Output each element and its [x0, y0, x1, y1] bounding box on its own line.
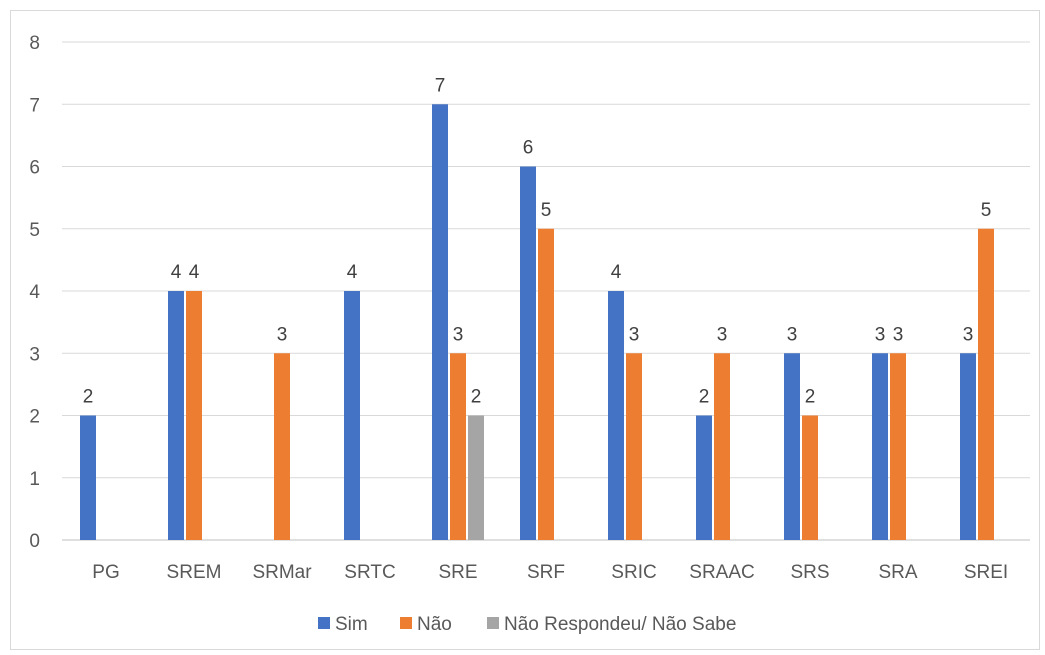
bar-SRMar-2	[274, 353, 290, 540]
bar-SREI-1	[960, 353, 976, 540]
x-axis-ticks: PG SREM SRMar SRTC SRE SRF SRIC SRAAC SRS SRA SREI	[92, 562, 1008, 583]
legend-label: Não Respondeu/ Não Sabe	[504, 614, 736, 635]
data-label: 2	[83, 387, 94, 408]
y-tick-label: 2	[29, 407, 40, 428]
bar-SREM-2	[186, 291, 202, 540]
bar-SRE-1	[432, 104, 448, 540]
x-tick-label: SRMar	[252, 562, 312, 583]
y-axis-ticks: 0 1 2 3 4 5 6 7 8	[29, 33, 40, 552]
data-label: 2	[471, 387, 482, 408]
data-label: 3	[277, 324, 288, 345]
legend-label: Sim	[335, 614, 368, 635]
data-label: 4	[171, 262, 182, 283]
bar-SREM-1	[168, 291, 184, 540]
data-label: 4	[189, 262, 200, 283]
legend-label: Não	[417, 614, 452, 635]
x-tick-label: SRE	[438, 562, 477, 583]
data-label: 3	[629, 324, 640, 345]
data-label: 3	[453, 324, 464, 345]
y-tick-label: 6	[29, 158, 40, 179]
data-label: 5	[541, 200, 552, 221]
data-label: 3	[787, 324, 798, 345]
bar-SRS-2	[802, 415, 818, 540]
y-tick-label: 0	[29, 531, 40, 552]
x-tick-label: PG	[92, 562, 119, 583]
bar-SRAAC-1	[696, 415, 712, 540]
x-tick-label: SRAAC	[689, 562, 754, 583]
bar-SRAAC-2	[714, 353, 730, 540]
bar-SRF-1	[520, 166, 536, 540]
y-tick-label: 5	[29, 220, 40, 241]
x-tick-label: SREI	[964, 562, 1008, 583]
bar-SRA-2	[890, 353, 906, 540]
legend-swatch-1	[318, 617, 330, 629]
data-label: 6	[523, 138, 534, 159]
bar-PG-1	[80, 415, 96, 540]
legend: Sim Não Não Respondeu/ Não Sabe	[318, 614, 736, 635]
bar-SRTC-1	[344, 291, 360, 540]
bar-SREI-2	[978, 228, 994, 540]
bar-SRA-1	[872, 353, 888, 540]
data-label: 3	[875, 324, 886, 345]
bar-SRE-3	[468, 415, 484, 540]
data-label: 4	[347, 262, 358, 283]
data-label: 3	[717, 324, 728, 345]
y-tick-label: 4	[29, 282, 40, 303]
data-label: 7	[435, 75, 446, 96]
data-label: 3	[893, 324, 904, 345]
bar-SRIC-1	[608, 291, 624, 540]
x-tick-label: SREM	[167, 562, 222, 583]
y-tick-label: 8	[29, 33, 40, 54]
y-tick-label: 1	[29, 469, 40, 490]
legend-swatch-3	[487, 617, 499, 629]
bar-SRE-2	[450, 353, 466, 540]
y-tick-label: 3	[29, 344, 40, 365]
x-tick-label: SRA	[878, 562, 917, 583]
bar-SRF-2	[538, 228, 554, 540]
x-tick-label: SRS	[790, 562, 829, 583]
x-tick-label: SRIC	[611, 562, 656, 583]
data-label: 3	[963, 324, 974, 345]
legend-swatch-2	[400, 617, 412, 629]
data-label: 2	[699, 387, 710, 408]
x-tick-label: SRTC	[344, 562, 395, 583]
data-label: 2	[805, 387, 816, 408]
bars	[80, 104, 994, 540]
data-label: 4	[611, 262, 622, 283]
bar-SRS-1	[784, 353, 800, 540]
x-tick-label: SRF	[527, 562, 565, 583]
y-tick-label: 7	[29, 95, 40, 116]
data-label: 5	[981, 200, 992, 221]
bar-SRIC-2	[626, 353, 642, 540]
